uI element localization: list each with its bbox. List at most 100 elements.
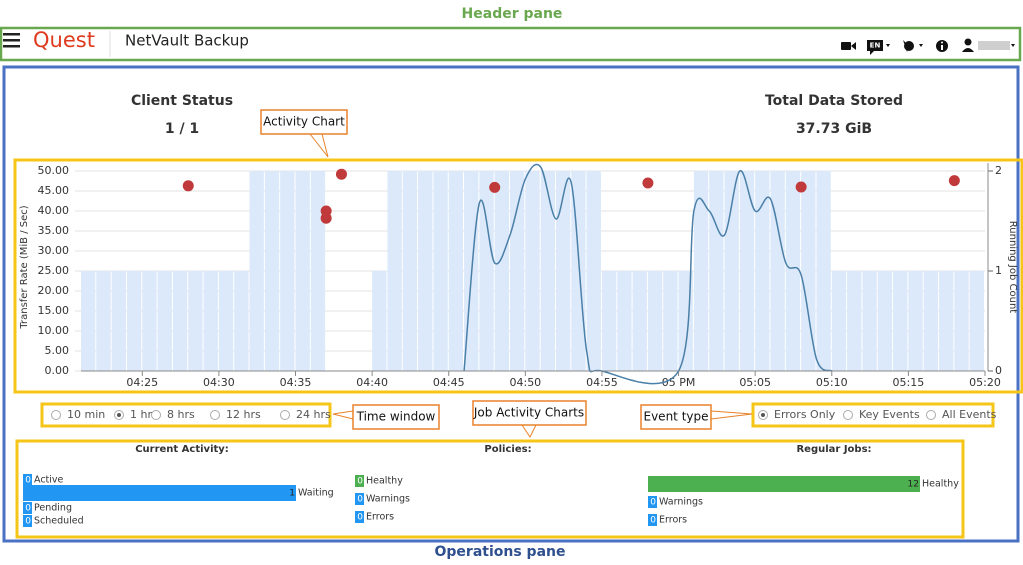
job-count-bar [157, 271, 172, 371]
status-label: Scheduled [34, 516, 84, 527]
activity-chart: 0.00 5.00 10.00 15.00 20.00 25.00 30.00 35.00 40… [19, 163, 1018, 389]
radio-label[interactable]: 24 hrs [296, 408, 331, 421]
job-count-bar [111, 271, 126, 371]
settings-icon[interactable] [903, 40, 923, 52]
annotation-label: Operations pane [435, 544, 566, 560]
job-count-bar [81, 271, 96, 371]
transfer-rate-line [463, 163, 833, 385]
time-window: 10 min 1 hr 8 hrs 12 hrs 24 hrs [51, 408, 331, 421]
value-label: 1 [289, 489, 295, 499]
job-count-bar [663, 271, 678, 371]
value-label: 0 [650, 516, 656, 526]
job-count-bar [234, 271, 249, 371]
job-count-bar [816, 171, 831, 371]
event-point[interactable] [320, 212, 332, 224]
radio-selected [761, 413, 765, 417]
annotation-label: Job Activity Charts [473, 406, 584, 420]
event-point[interactable] [335, 168, 347, 180]
status-bar[interactable] [648, 476, 920, 492]
y-tick-label: 15.00 [38, 304, 70, 317]
value-box [23, 474, 32, 486]
radio-button[interactable] [151, 410, 161, 420]
y-tick-label: 10.00 [38, 324, 70, 337]
job-count-bar [525, 171, 540, 371]
highlight-frame [751, 402, 995, 428]
status-label: Healthy [366, 476, 403, 487]
job-count-bar [693, 171, 709, 371]
radio-label[interactable]: 12 hrs [226, 408, 261, 421]
job-count-bar [647, 271, 663, 371]
value-label: 0 [357, 495, 363, 505]
job-count-bar [755, 171, 770, 371]
radio-button[interactable] [51, 410, 61, 420]
radio-button[interactable] [280, 410, 290, 420]
value-label: 0 [650, 498, 656, 508]
job-count-bar [126, 271, 142, 371]
x-tick-label: 05:05 [739, 376, 771, 389]
event-point[interactable] [642, 177, 654, 189]
info-icon[interactable] [936, 40, 948, 52]
event-type: Errors Only Key Events All Events [758, 408, 997, 421]
job-count-bar [969, 271, 984, 371]
status-label: Waiting [298, 488, 334, 499]
event-point[interactable] [948, 175, 960, 187]
logo[interactable]: Quest [33, 28, 95, 52]
event-point[interactable] [182, 180, 194, 192]
job-count-bar [555, 171, 571, 371]
radio-label[interactable]: 1 hr [130, 408, 152, 421]
y2-tick-label: 2 [995, 164, 1002, 177]
x-tick-label: 05:15 [893, 376, 925, 389]
radio-label[interactable]: Errors Only [774, 408, 836, 421]
job-count-bar [586, 171, 601, 371]
y2-tick-label: 1 [995, 264, 1002, 277]
radio-button[interactable] [843, 410, 853, 420]
x-tick-label: 04:40 [356, 376, 388, 389]
value-label: 0 [25, 517, 31, 527]
job-count-bar [617, 271, 632, 371]
y2-axis-label: Running Job Count [1007, 221, 1018, 314]
job-count-bar [433, 171, 448, 371]
radio-button[interactable] [926, 410, 936, 420]
y2-tick-label: 0 [995, 364, 1002, 377]
radio-button[interactable] [210, 410, 220, 420]
job-count-bar [310, 171, 326, 371]
video-icon[interactable] [841, 42, 856, 50]
x-tick-label: 05:10 [816, 376, 848, 389]
status-label: Errors [366, 512, 394, 523]
annotation-label: Event type [644, 410, 709, 424]
value-box [355, 493, 364, 505]
job-count-bar [295, 171, 310, 371]
radio-label[interactable]: Key Events [859, 408, 920, 421]
menu-button[interactable] [3, 33, 20, 48]
x-tick-label: 04:50 [509, 376, 541, 389]
job-count-bar [249, 171, 264, 371]
event-point[interactable] [489, 181, 501, 193]
user-menu[interactable] [962, 38, 1015, 53]
callout: Job Activity Charts [472, 400, 587, 438]
job-count-bar [831, 271, 847, 371]
y-tick-label: 35.00 [38, 224, 70, 237]
radio-label[interactable]: All Events [942, 408, 997, 421]
job-count-bar [188, 271, 203, 371]
status-bar[interactable] [23, 485, 296, 501]
radio-label[interactable]: 10 min [67, 408, 105, 421]
annotation-label: Time window [356, 410, 436, 424]
radio-label[interactable]: 8 hrs [167, 408, 195, 421]
job-count-bar [402, 171, 418, 371]
x-tick-label: 04:45 [433, 376, 465, 389]
y-tick-label: 30.00 [38, 244, 70, 257]
total-data-value: 37.73 GiB [796, 121, 872, 137]
job-count-bar [448, 171, 464, 371]
callout: Activity Chart [260, 109, 348, 158]
job-count-bar [264, 171, 280, 371]
status-label: Pending [34, 503, 72, 514]
language-menu[interactable]: EN [867, 40, 890, 55]
x-tick-label: 05:20 [969, 376, 1001, 389]
value-box [648, 514, 657, 526]
value-label: 0 [357, 513, 363, 523]
event-point[interactable] [795, 181, 807, 193]
y-tick-label: 0.00 [45, 364, 70, 377]
y-tick-label: 40.00 [38, 204, 70, 217]
